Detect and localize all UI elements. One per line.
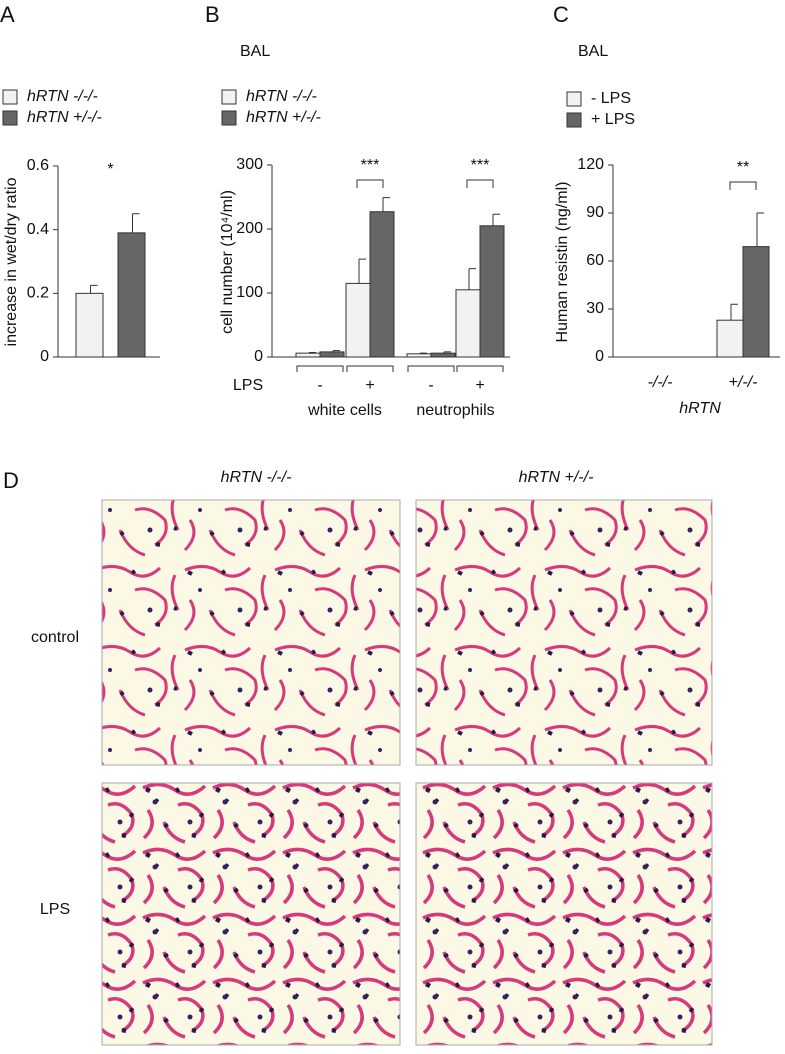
x-tick-label: +	[365, 377, 374, 394]
legend-swatch	[221, 110, 237, 126]
bar	[716, 319, 744, 358]
y-tick-label: 0	[40, 348, 49, 365]
legend-swatch	[2, 110, 18, 126]
error-bar	[468, 268, 476, 290]
bar	[319, 351, 345, 358]
panel-letter: B	[205, 2, 220, 27]
column-label: hRTN +/-/-	[519, 469, 594, 486]
bar	[455, 289, 481, 358]
error-bar	[382, 197, 390, 212]
chart-title: BAL	[578, 43, 608, 60]
legend-label: hRTN -/-/-	[27, 88, 98, 105]
legend-label: hRTN -/-/-	[246, 88, 317, 105]
y-tick-label: 60	[586, 252, 604, 269]
y-tick-label: 120	[577, 156, 604, 173]
panel-letter: C	[553, 2, 569, 27]
significance-label: ***	[471, 157, 490, 174]
category-bracket	[346, 365, 394, 372]
error-bar	[730, 303, 738, 321]
bar	[295, 352, 321, 358]
legend-swatch	[566, 112, 582, 128]
panel-letter: A	[0, 2, 15, 27]
group-label: neutrophils	[416, 402, 494, 419]
histology-image	[415, 499, 713, 766]
significance-bracket	[729, 181, 757, 190]
y-tick-label: 100	[236, 284, 263, 301]
legend-label: + LPS	[591, 111, 635, 128]
category-bracket	[296, 365, 344, 372]
group-label: white cells	[307, 402, 382, 419]
significance-label: **	[737, 159, 749, 176]
row-label: LPS	[40, 901, 70, 918]
y-tick-label: 200	[236, 220, 263, 237]
x-tick-label: +/-/-	[729, 374, 758, 391]
significance-label: *	[107, 161, 113, 178]
y-tick-label: 0.6	[27, 157, 49, 174]
bar	[406, 353, 432, 358]
legend-swatch	[566, 91, 582, 107]
error-bar	[90, 284, 98, 294]
y-tick-label: 0.4	[27, 221, 49, 238]
y-axis-label: cell number (10⁴/ml)	[219, 190, 236, 334]
chart-title: BAL	[240, 43, 270, 60]
legend-swatch	[221, 89, 237, 105]
y-tick-label: 90	[586, 204, 604, 221]
significance-bracket	[356, 179, 384, 188]
bar	[117, 232, 146, 358]
y-tick-label: 0	[595, 348, 604, 365]
panel-letter: D	[3, 468, 19, 493]
error-bar	[358, 258, 366, 284]
column-label: hRTN -/-/-	[221, 469, 292, 486]
error-bar	[132, 213, 140, 233]
category-bracket	[407, 365, 455, 372]
x-axis-label: LPS	[233, 377, 263, 394]
bar	[345, 282, 371, 358]
histology-image	[415, 782, 713, 1046]
bar	[369, 211, 395, 358]
histology-image	[101, 782, 401, 1046]
y-axis-label: Human resistin (ng/ml)	[554, 182, 571, 343]
x-tick-label: -/-/-	[648, 374, 673, 391]
histology-image	[101, 499, 401, 766]
y-tick-label: 30	[586, 300, 604, 317]
category-bracket	[456, 365, 504, 372]
bar	[75, 292, 104, 358]
significance-bracket	[466, 179, 494, 188]
y-tick-label: 0.2	[27, 285, 49, 302]
row-label: control	[31, 629, 79, 646]
y-axis-label: increase in wet/dry ratio	[3, 177, 20, 346]
legend-label: hRTN +/-/-	[27, 109, 102, 126]
error-bar	[419, 352, 427, 354]
error-bar	[332, 350, 340, 352]
error-bar	[443, 351, 451, 354]
bar	[742, 246, 770, 358]
error-bar	[308, 352, 316, 354]
y-tick-label: 0	[254, 348, 263, 365]
legend-label: - LPS	[591, 90, 631, 107]
significance-label: ***	[361, 157, 380, 174]
error-bar	[756, 212, 764, 247]
legend-swatch	[2, 89, 18, 105]
error-bar	[492, 213, 500, 226]
bar	[479, 225, 505, 358]
x-tick-label: -	[428, 377, 433, 394]
x-tick-label: +	[475, 377, 484, 394]
x-axis-label: hRTN	[679, 400, 721, 417]
legend-label: hRTN +/-/-	[246, 109, 321, 126]
x-tick-label: -	[317, 377, 322, 394]
bar	[430, 352, 456, 358]
y-tick-label: 300	[236, 156, 263, 173]
